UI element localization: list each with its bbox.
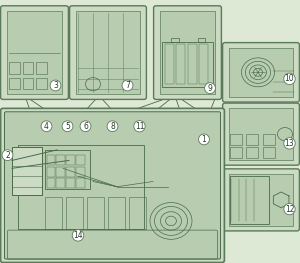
Bar <box>188 44 196 84</box>
Text: 7: 7 <box>125 81 130 90</box>
Bar <box>66 178 75 188</box>
Bar <box>45 150 90 189</box>
Bar <box>76 167 85 177</box>
Bar <box>12 147 42 195</box>
Bar <box>198 38 206 42</box>
Bar <box>45 197 62 229</box>
Text: 4: 4 <box>44 122 49 131</box>
Bar <box>22 62 33 74</box>
Bar <box>36 78 46 89</box>
Bar <box>162 42 213 87</box>
Bar <box>165 44 174 84</box>
Bar <box>108 197 124 229</box>
Bar <box>56 178 65 188</box>
Text: 11: 11 <box>135 122 144 131</box>
Bar <box>246 147 258 158</box>
Bar <box>229 174 293 226</box>
Bar <box>76 155 85 165</box>
Bar <box>262 134 274 145</box>
Bar <box>46 167 55 177</box>
Bar <box>176 44 185 84</box>
Bar <box>66 197 82 229</box>
Text: 8: 8 <box>110 122 115 131</box>
Text: 13: 13 <box>285 139 294 148</box>
Text: 14: 14 <box>73 231 83 240</box>
Text: 9: 9 <box>208 84 212 93</box>
Bar <box>87 197 104 229</box>
Bar <box>230 134 242 145</box>
Bar <box>229 48 293 97</box>
Bar <box>66 167 75 177</box>
FancyBboxPatch shape <box>223 169 299 231</box>
Bar <box>230 147 242 158</box>
Bar <box>18 145 144 229</box>
Bar <box>9 78 20 89</box>
FancyBboxPatch shape <box>223 103 299 165</box>
FancyBboxPatch shape <box>223 43 299 102</box>
Text: 1: 1 <box>202 135 206 144</box>
Bar <box>46 155 55 165</box>
Bar <box>129 197 146 229</box>
Text: 12: 12 <box>285 205 294 214</box>
Bar <box>171 38 178 42</box>
Bar <box>56 167 65 177</box>
Bar <box>76 178 85 188</box>
Bar <box>160 11 215 94</box>
Text: 6: 6 <box>83 122 88 131</box>
Bar <box>7 11 62 94</box>
Bar <box>230 176 269 224</box>
FancyBboxPatch shape <box>1 6 68 99</box>
Bar <box>246 134 258 145</box>
Bar <box>229 108 293 160</box>
Bar <box>22 78 33 89</box>
Bar <box>199 44 208 84</box>
Bar <box>46 178 55 188</box>
Text: 2: 2 <box>5 151 10 160</box>
Bar <box>9 62 20 74</box>
FancyBboxPatch shape <box>70 6 146 99</box>
FancyBboxPatch shape <box>4 112 220 259</box>
Bar <box>66 155 75 165</box>
FancyBboxPatch shape <box>154 6 221 99</box>
Bar <box>76 11 140 94</box>
Bar <box>262 147 274 158</box>
Bar <box>36 62 46 74</box>
Text: 3: 3 <box>53 81 58 90</box>
Text: 5: 5 <box>65 122 70 131</box>
Bar <box>56 155 65 165</box>
FancyBboxPatch shape <box>1 108 224 262</box>
Text: 10: 10 <box>285 74 294 83</box>
